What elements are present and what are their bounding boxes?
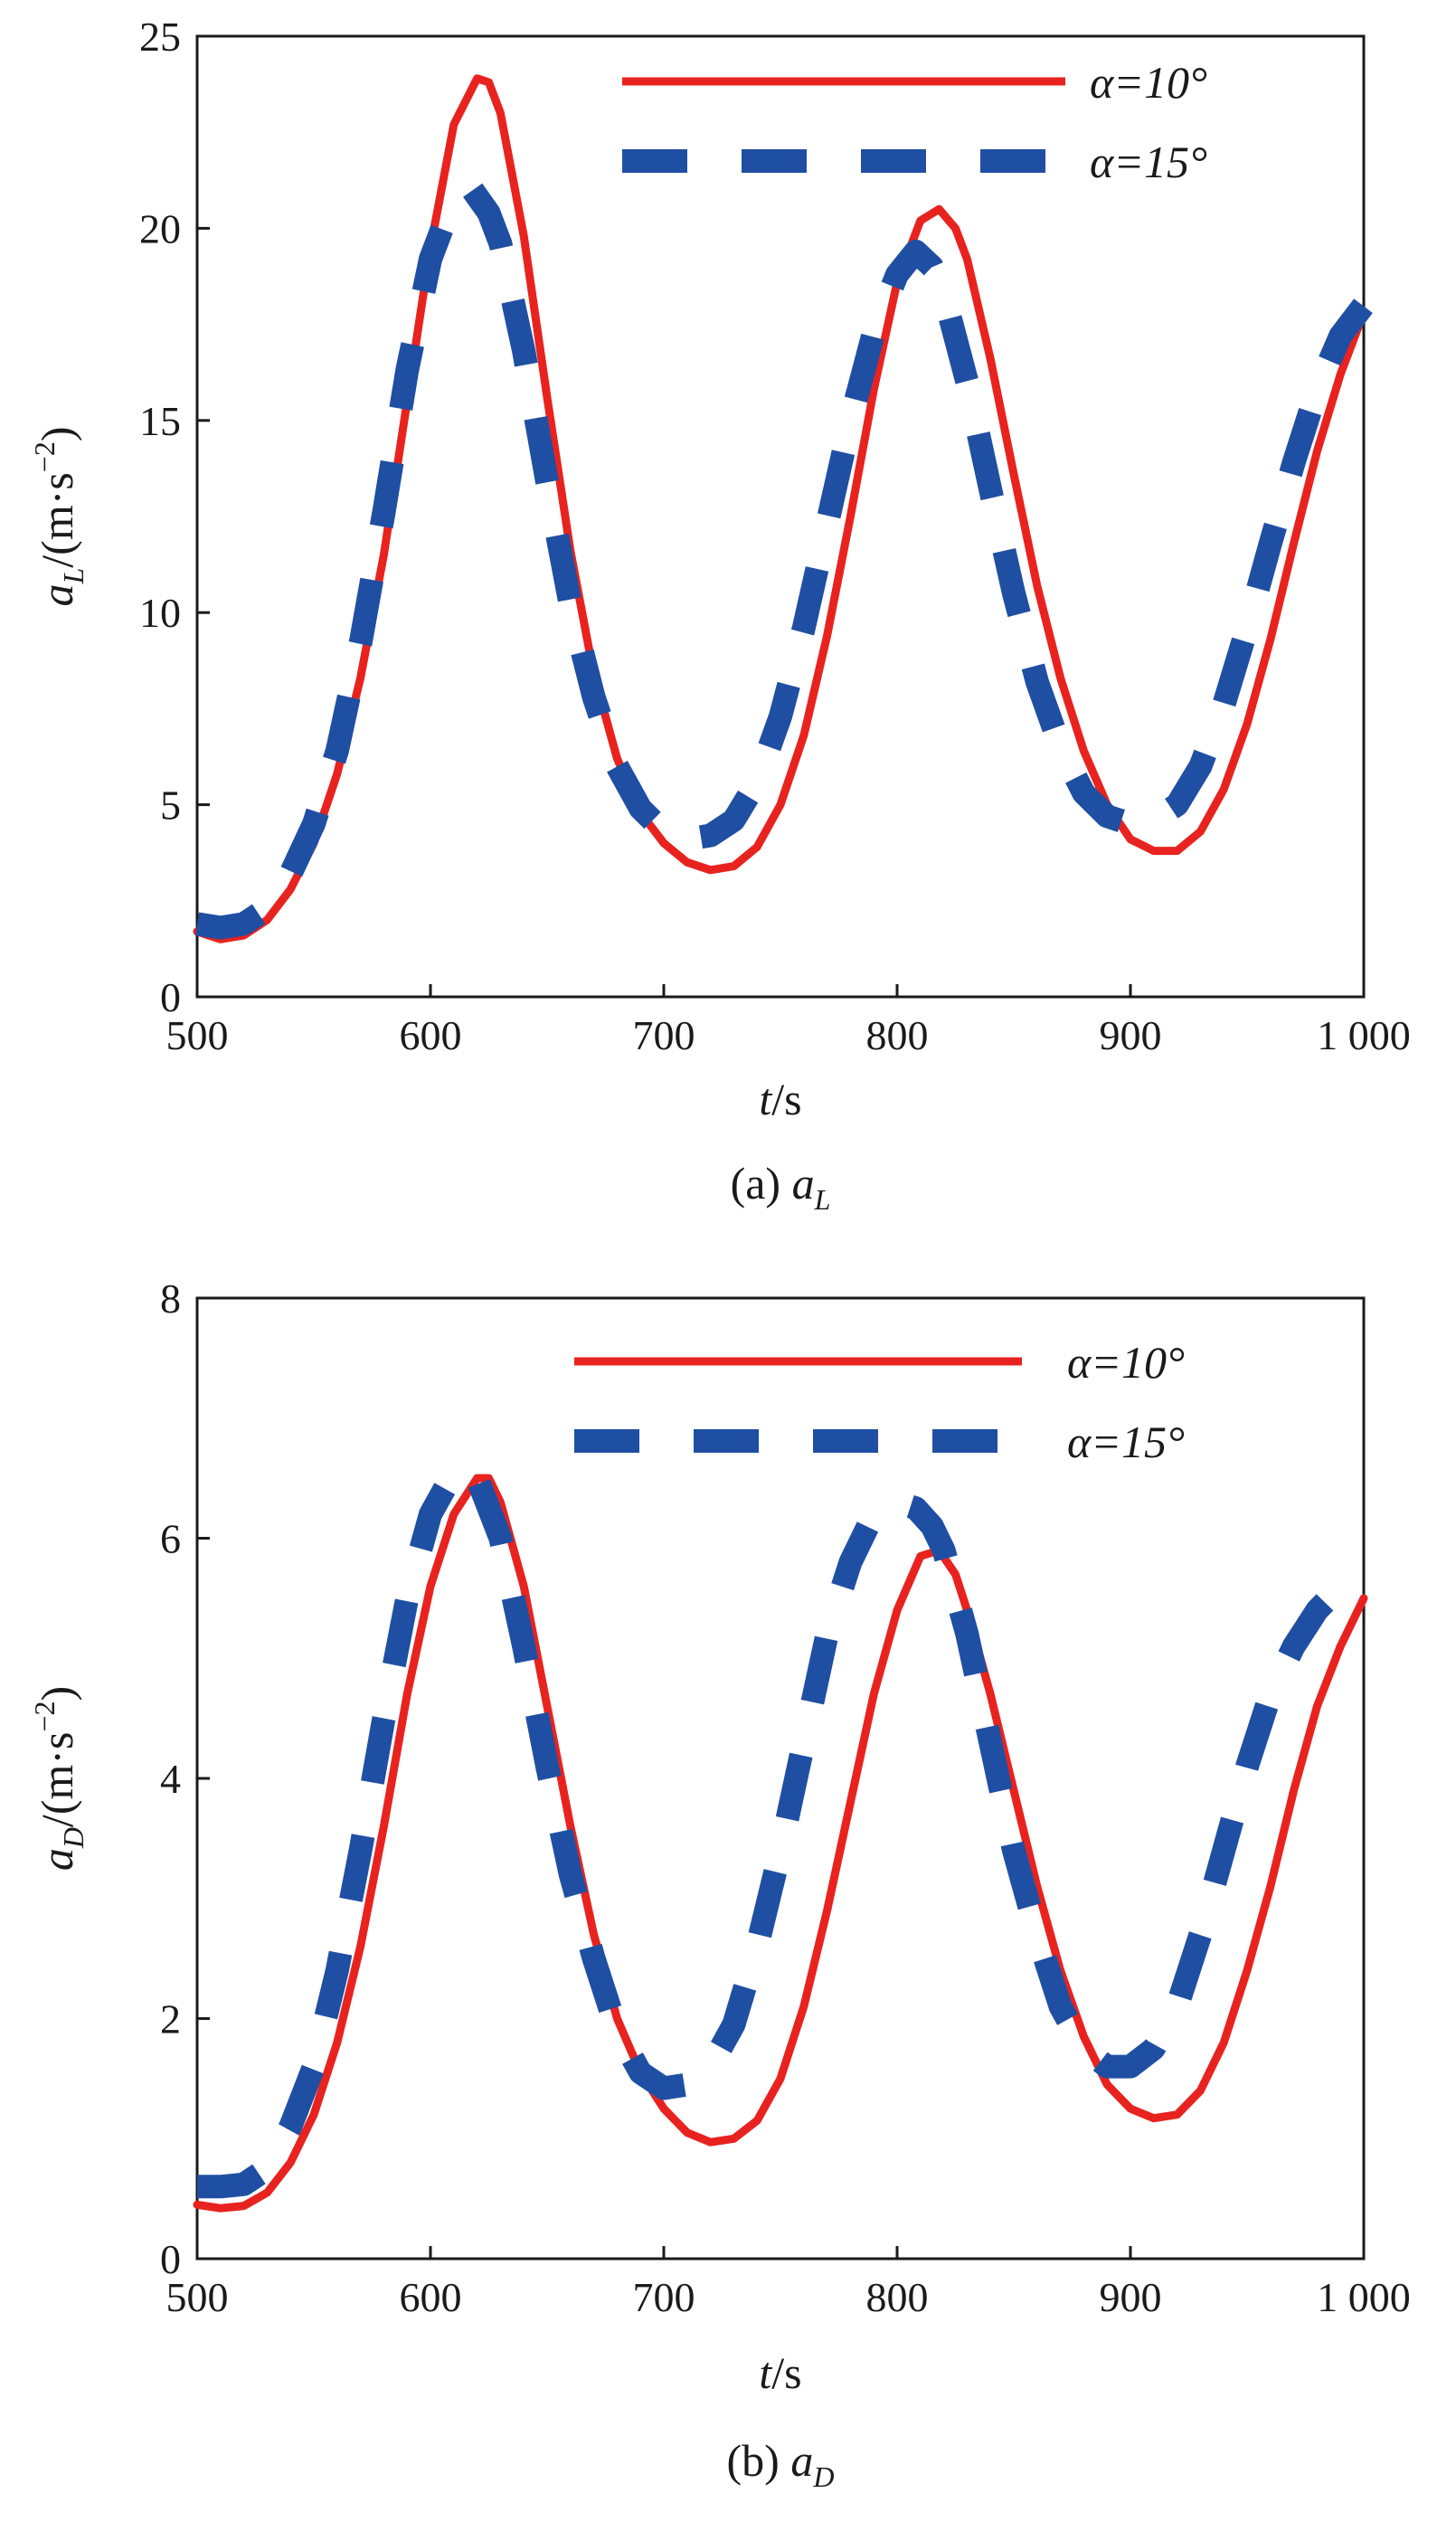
y-axis-label-b-sub: D	[57, 1827, 90, 1849]
y-tick-label-a-5: 25	[139, 14, 181, 60]
y-axis-label-b-var: a	[32, 1848, 82, 1871]
legend-b-label-0: α=10°	[1067, 1337, 1185, 1388]
x-axis-label-a-unit: /s	[771, 1074, 801, 1124]
y-axis-label-a-sub: L	[57, 568, 90, 585]
legend-b-label-1: α=15°	[1067, 1417, 1185, 1467]
x-axis-label-b: t/s	[759, 2347, 801, 2398]
panel-a: 500 600 700 800 900 1 000 0 5 10 15 20 25 α=10° α=1…	[28, 14, 1411, 1216]
y-axis-label-a: aL/(m·s−2)	[28, 426, 90, 606]
legend-a: α=10° α=15°	[622, 57, 1207, 187]
y-tick-label-b-0: 0	[160, 2236, 181, 2282]
caption-b-prefix: (b)	[727, 2435, 791, 2486]
plot-frame-a	[195, 34, 1366, 999]
x-tick-label-b-1: 600	[400, 2274, 462, 2320]
x-tick-label-a-3: 800	[866, 1012, 929, 1058]
x-tick-label-b-2: 700	[633, 2274, 695, 2320]
y-axis-label-b-exp: −2	[28, 1701, 61, 1731]
y-axis-label-b-close: )	[32, 1686, 82, 1702]
y-axis-label-a-close: )	[32, 426, 82, 441]
y-tick-label-a-4: 20	[139, 205, 181, 251]
x-tick-label-a-4: 900	[1100, 1012, 1162, 1058]
x-axis-label-a-var: t	[759, 1074, 772, 1124]
series-line-b-1	[197, 1454, 1369, 2199]
series-line-b-0	[193, 1474, 1368, 2213]
x-axis-label-b-var: t	[759, 2347, 772, 2398]
y-tick-label-b-3: 6	[160, 1516, 181, 1562]
legend-a-label-1: α=15°	[1090, 137, 1207, 187]
caption-a-prefix: (a)	[731, 1158, 792, 1209]
caption-b: (b) aD	[727, 2435, 835, 2493]
legend-a-label-0-text: α=10°	[1090, 57, 1207, 108]
ticks-a: 500 600 700 800 900 1 000 0 5 10 15 20 25	[139, 14, 1411, 1058]
x-tick-label-a-1: 600	[400, 1012, 462, 1058]
y-axis-label-a-var: a	[32, 584, 82, 607]
caption-b-sub: D	[812, 2460, 834, 2493]
x-tick-label-a-5: 1 000	[1317, 1012, 1411, 1058]
series-b	[193, 1454, 1369, 2213]
x-tick-label-b-4: 900	[1100, 2274, 1162, 2320]
y-axis-label-a-unit: /(m·s	[32, 472, 82, 568]
series-line-a-0	[193, 74, 1368, 943]
y-tick-label-b-2: 4	[160, 1756, 181, 1802]
ticks-b: 500 600 700 800 900 1 000 0 2 4 6 8	[160, 1275, 1411, 2320]
x-tick-label-a-2: 700	[633, 1012, 695, 1058]
y-tick-label-b-4: 8	[160, 1275, 181, 1322]
x-axis-label-b-unit: /s	[771, 2347, 801, 2398]
x-axis-label-a: t/s	[759, 1074, 801, 1124]
x-tick-label-a-0: 500	[166, 1012, 229, 1058]
x-tick-label-b-5: 1 000	[1317, 2274, 1411, 2320]
x-tick-label-b-3: 800	[866, 2274, 929, 2320]
y-tick-label-a-2: 10	[139, 590, 181, 636]
y-tick-label-a-1: 5	[160, 782, 181, 829]
y-tick-label-a-3: 15	[139, 398, 181, 444]
y-axis-label-b-unit: /(m·s	[32, 1732, 82, 1828]
series-line-a-1	[194, 177, 1374, 940]
legend-a-label-1-text: α=15°	[1090, 137, 1207, 187]
legend-a-label-0: α=10°	[1090, 57, 1207, 108]
series-a	[193, 74, 1374, 943]
caption-b-var: a	[790, 2435, 813, 2486]
y-axis-label-a-exp: −2	[28, 441, 61, 472]
legend-b: α=10° α=15°	[574, 1337, 1185, 1467]
x-tick-label-b-0: 500	[166, 2274, 229, 2320]
y-tick-label-a-0: 0	[160, 974, 181, 1020]
y-tick-label-b-1: 2	[160, 1996, 181, 2043]
caption-a: (a) aL	[731, 1158, 831, 1216]
legend-b-label-0-text: α=10°	[1067, 1337, 1185, 1388]
caption-a-var: a	[792, 1158, 815, 1209]
y-axis-label-b: aD/(m·s−2)	[28, 1686, 90, 1871]
caption-a-sub: L	[814, 1183, 831, 1216]
legend-b-label-1-text: α=15°	[1067, 1417, 1185, 1467]
